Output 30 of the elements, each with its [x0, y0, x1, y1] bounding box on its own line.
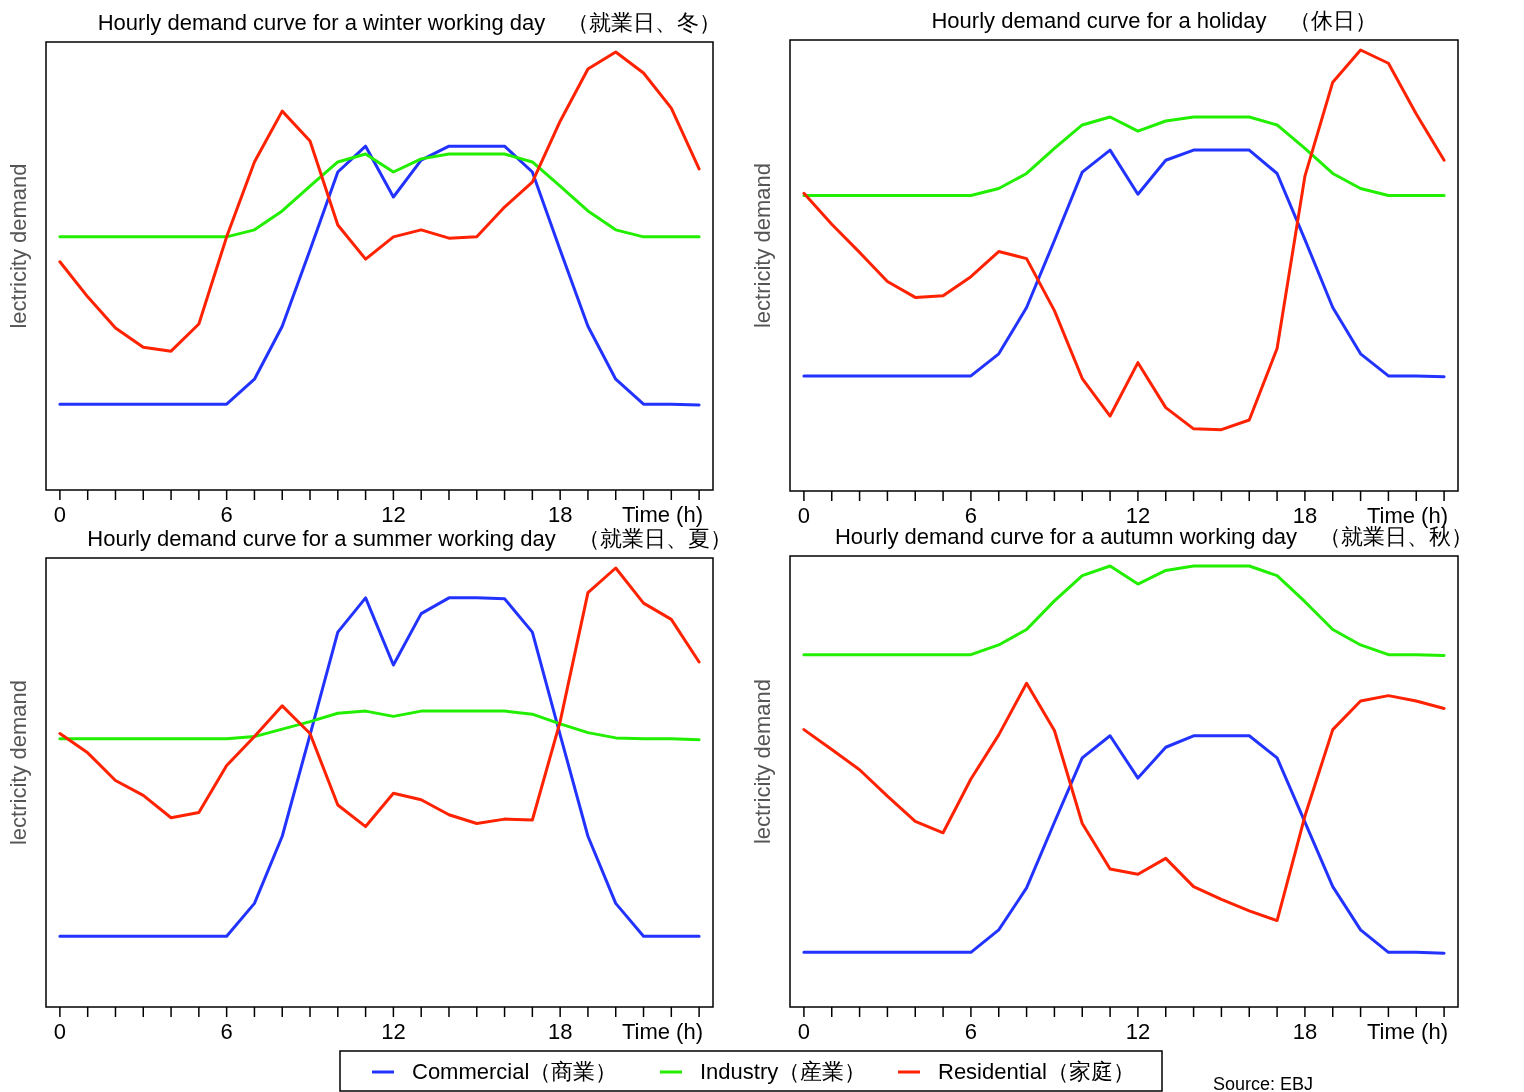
x-tick-label: 6	[964, 503, 978, 528]
legend-label: Industry（産業）	[700, 1059, 867, 1084]
x-tick-label: 0	[797, 503, 811, 528]
x-tick-label: 18	[547, 1019, 573, 1044]
x-axis-title: Time (h)	[1366, 1019, 1448, 1044]
x-tick-label: 6	[220, 502, 233, 527]
y-axis-title: lectricity demand	[750, 162, 775, 329]
x-tick-label: 0	[53, 1019, 67, 1044]
source-note: Source: EBJ	[1213, 1074, 1314, 1092]
x-tick-label: 18	[1292, 1019, 1318, 1044]
x-tick-label: 0	[797, 1019, 811, 1044]
x-tick-label: 12	[1125, 503, 1151, 528]
chart-title: Hourly demand curve for a holiday （休日）	[931, 8, 1377, 33]
x-tick-label: 18	[547, 502, 573, 527]
x-tick-label: 18	[1292, 503, 1318, 528]
x-tick-label: 0	[53, 502, 67, 527]
x-tick-label: 12	[1125, 1019, 1151, 1044]
x-tick-label: 12	[381, 502, 406, 527]
y-axis-title: lectricity demand	[6, 679, 31, 846]
chart-title: Hourly demand curve for a winter working day （就業日、冬）	[97, 10, 722, 35]
x-tick-label: 6	[964, 1019, 978, 1044]
y-axis-title: lectricity demand	[6, 163, 31, 329]
legend-label: Residential（家庭）	[938, 1059, 1135, 1084]
legend-label: Commercial（商業）	[412, 1059, 618, 1084]
x-tick-label: 12	[381, 1019, 406, 1044]
chart-title: Hourly demand curve for a summer working day （就業日、夏）	[87, 526, 732, 551]
x-tick-label: 6	[220, 1019, 233, 1044]
y-axis-title: lectricity demand	[750, 678, 775, 845]
x-axis-title: Time (h)	[621, 1019, 703, 1044]
x-axis-title: Time (h)	[621, 502, 703, 527]
